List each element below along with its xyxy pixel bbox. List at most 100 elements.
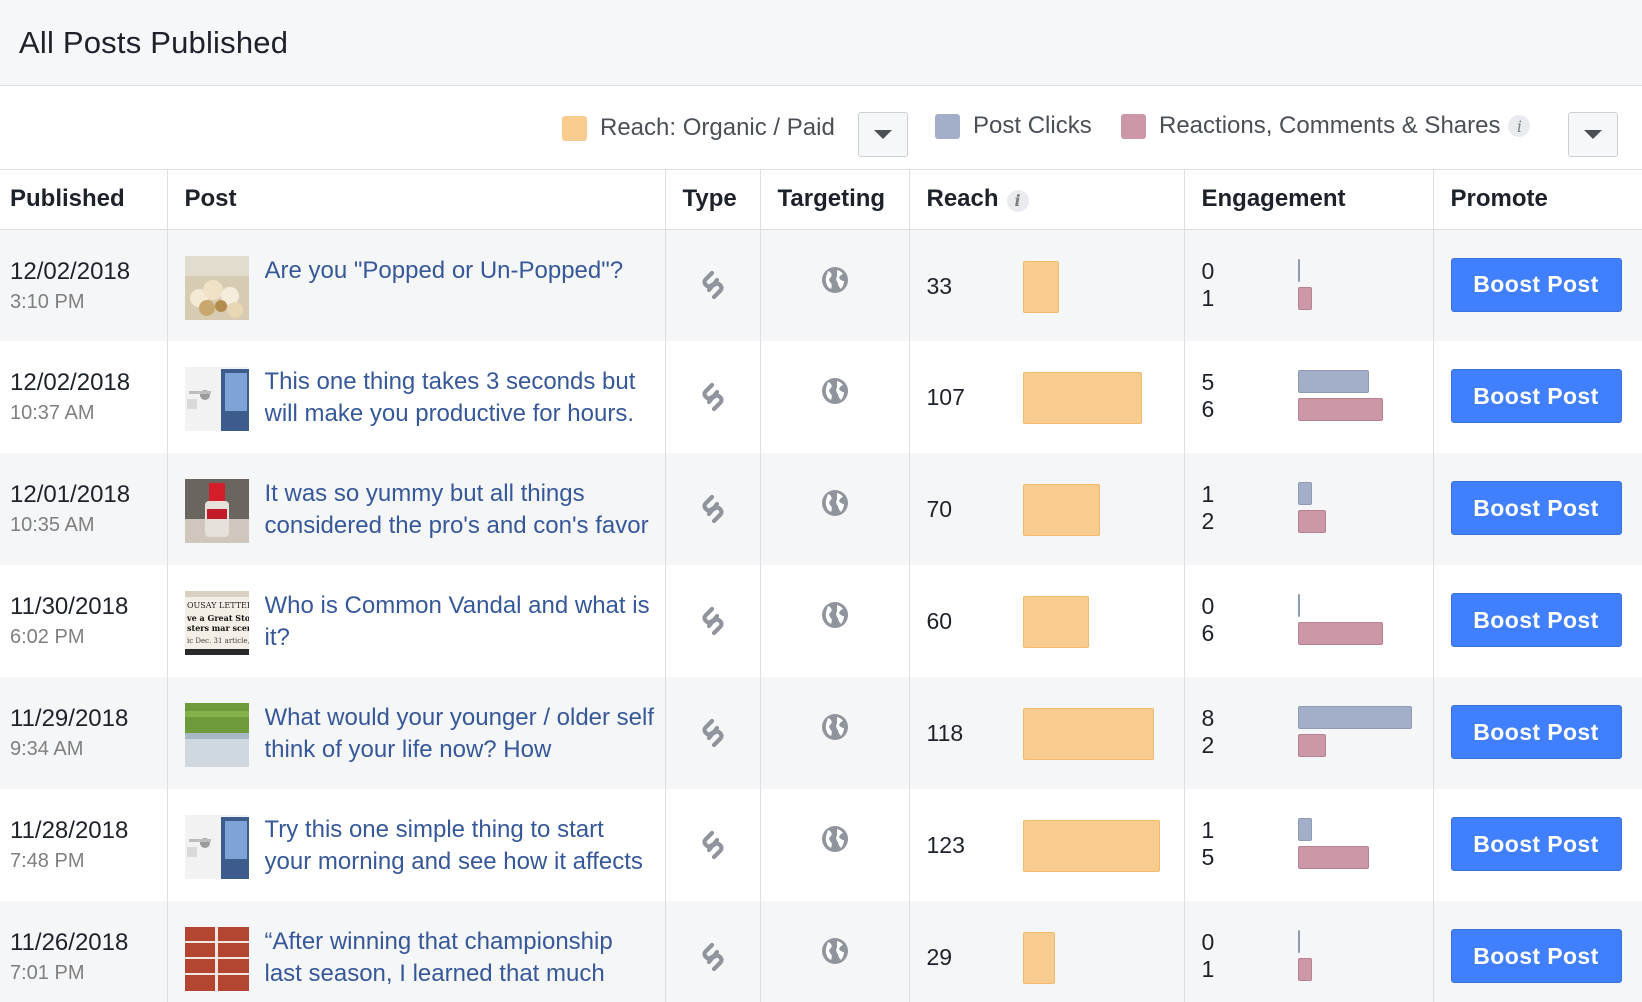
targeting-cell [760,341,910,453]
reach-bar[interactable] [1022,484,1101,536]
reach-dropdown-button[interactable] [858,112,908,157]
post-clicks-bar[interactable] [1297,706,1412,729]
post-thumbnail[interactable] [184,703,249,767]
legend-post-clicks: Post Clicks [935,112,1092,140]
type-cell [665,677,761,789]
post-cell: Are you "Popped or Un-Popped"? [167,229,666,341]
reach-bar[interactable] [1022,708,1154,760]
engagement-cell: 0 6 [1184,565,1434,677]
post-thumbnail[interactable] [184,479,249,543]
reach-cell: 118 [909,677,1185,789]
reactions-bar[interactable] [1297,958,1312,981]
promote-cell: Boost Post [1433,901,1642,1002]
posts-table: Published Post Type Targeting Reach i Eng… [0,170,1642,1002]
link-icon [701,718,724,748]
clicks-swatch [935,113,960,139]
reactions-bar[interactable] [1297,622,1383,645]
reactions-bar[interactable] [1297,398,1383,421]
post-link[interactable]: Are you "Popped or Un-Popped"? [264,256,624,284]
reach-value: 33 [926,272,953,299]
post-thumbnail[interactable] [184,815,249,879]
published-time: 6:02 PM [10,626,85,648]
reactions-bar[interactable] [1297,846,1369,869]
table-header-row: Published Post Type Targeting Reach i Eng… [0,170,1642,230]
col-header-reach[interactable]: Reach i [909,170,1185,230]
boost-post-button[interactable]: Boost Post [1450,593,1622,647]
info-icon[interactable]: i [1006,189,1029,212]
reach-cell: 60 [909,565,1185,677]
engagement-cell: 8 2 [1184,677,1434,789]
post-link[interactable]: This one thing takes 3 seconds but will … [264,368,636,427]
post-link[interactable]: Who is Common Vandal and what is it? [264,592,650,651]
table-row[interactable]: 11/30/2018 6:02 PM OUSAY LETTERS ve a Gre… [0,565,1642,677]
reactions-value: 5 [1201,844,1215,870]
post-cell: What would your younger / older self thi… [167,677,666,789]
info-icon[interactable]: i [1508,115,1531,137]
published-cell: 12/02/2018 10:37 AM [0,341,168,453]
post-link[interactable]: “After winning that championship last se… [264,928,613,987]
published-date: 12/01/2018 [10,481,131,508]
reactions-bar[interactable] [1297,734,1326,757]
col-header-type[interactable]: Type [665,170,761,230]
reach-value: 60 [926,608,953,634]
boost-post-button[interactable]: Boost Post [1450,817,1622,871]
targeting-cell [760,677,910,789]
col-header-published[interactable]: Published [0,170,168,230]
reach-bar[interactable] [1022,372,1142,424]
col-header-post[interactable]: Post [167,170,666,230]
post-link[interactable]: Try this one simple thing to start your … [264,816,643,875]
table-row[interactable]: 11/28/2018 7:48 PM Try this one simple t… [0,789,1642,901]
post-thumbnail[interactable] [184,367,249,431]
table-row[interactable]: 12/02/2018 10:37 AM This one thing takes… [0,341,1642,453]
published-date: 11/30/2018 [10,593,129,620]
reactions-value: 6 [1201,620,1215,646]
post-clicks-bar[interactable] [1297,930,1300,953]
published-cell: 11/28/2018 7:48 PM [0,789,168,901]
table-row[interactable]: 11/26/2018 7:01 PM “After winning that c… [0,901,1642,1002]
table-row[interactable]: 11/29/2018 9:34 AM What would your young… [0,677,1642,789]
boost-post-button[interactable]: Boost Post [1450,257,1622,312]
boost-post-button[interactable]: Boost Post [1450,929,1622,983]
post-link[interactable]: What would your younger / older self thi… [264,704,655,763]
chevron-down-icon [874,130,892,139]
post-clicks-bar[interactable] [1297,594,1300,617]
post-clicks-bar[interactable] [1297,370,1369,393]
post-clicks-value: 0 [1201,257,1215,284]
boost-post-button[interactable]: Boost Post [1450,481,1622,535]
post-clicks-value: 0 [1201,929,1215,955]
engagement-cell: 1 2 [1184,453,1434,565]
post-link[interactable]: It was so yummy but all things considere… [264,480,649,539]
reach-bar[interactable] [1022,596,1090,648]
reach-bar[interactable] [1022,932,1055,984]
post-clicks-bar[interactable] [1297,482,1312,505]
type-cell [665,341,761,453]
legend-clicks-label: Post Clicks [973,112,1092,139]
reach-value: 123 [926,832,965,858]
boost-post-button[interactable]: Boost Post [1450,705,1622,759]
reach-cell: 29 [909,901,1185,1002]
table-row[interactable]: 12/02/2018 3:10 PM Are you "Popped or Un… [0,229,1642,341]
post-thumbnail[interactable] [184,255,249,320]
link-icon [701,606,724,636]
col-header-engagement[interactable]: Engagement [1184,170,1434,230]
reactions-bar[interactable] [1297,286,1312,310]
link-icon [701,382,724,412]
published-date: 12/02/2018 [10,369,131,396]
link-icon [701,830,724,860]
boost-post-button[interactable]: Boost Post [1450,369,1622,423]
reach-bar[interactable] [1022,820,1160,872]
post-clicks-bar[interactable] [1297,818,1312,841]
legend-reactions-label: Reactions, Comments & Shares [1159,112,1501,139]
table-row[interactable]: 12/01/2018 10:35 AM It was so yummy but … [0,453,1642,565]
engagement-dropdown-button[interactable] [1568,112,1618,157]
col-header-targeting[interactable]: Targeting [760,170,910,230]
post-thumbnail[interactable]: OUSAY LETTERS ve a Great Storysters mar s… [184,591,249,655]
published-cell: 11/29/2018 9:34 AM [0,677,168,789]
reach-bar[interactable] [1022,260,1060,313]
post-thumbnail[interactable] [184,927,249,991]
chevron-down-icon [1584,130,1602,139]
post-clicks-bar[interactable] [1297,258,1300,282]
reach-cell: 123 [909,789,1185,901]
legend-reach-label: Reach: Organic / Paid [600,114,835,141]
reactions-bar[interactable] [1297,510,1326,533]
